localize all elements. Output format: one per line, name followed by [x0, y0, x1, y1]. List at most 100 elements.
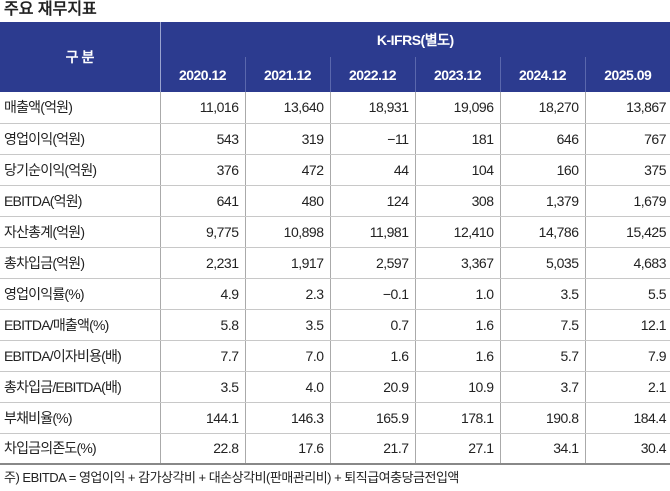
cell-value: 472	[245, 154, 331, 186]
cell-value: 646	[500, 123, 586, 155]
cell-value: 184.4	[585, 402, 670, 434]
cell-value: 0.7	[330, 309, 416, 341]
period-header: 2025.09	[585, 57, 670, 92]
cell-value: 30.4	[585, 433, 670, 465]
cell-value: 11,981	[330, 216, 416, 248]
cell-value: 4.9	[160, 278, 246, 310]
cell-value: 1.6	[415, 309, 501, 341]
cell-value: 18,931	[330, 92, 416, 124]
cell-value: 18,270	[500, 92, 586, 124]
cell-value: 10,898	[245, 216, 331, 248]
cell-value: 178.1	[415, 402, 501, 434]
cell-value: 190.8	[500, 402, 586, 434]
cell-value: 27.1	[415, 433, 501, 465]
cell-value: 17.6	[245, 433, 331, 465]
cell-value: 3.5	[160, 371, 246, 403]
row-label: 영업이익률(%)	[0, 278, 161, 310]
cell-value: 5,035	[500, 247, 586, 279]
cell-value: 124	[330, 185, 416, 217]
table-title: 주요 재무지표	[4, 1, 97, 18]
cell-value: 44	[330, 154, 416, 186]
cell-value: −0.1	[330, 278, 416, 310]
period-header: 2022.12	[330, 57, 416, 92]
cell-value: 1,679	[585, 185, 670, 217]
cell-value: 5.5	[585, 278, 670, 310]
table-row: 차입금의존도(%) 22.8 17.6 21.7 27.1 34.1 30.4	[0, 433, 670, 465]
cell-value: 4.0	[245, 371, 331, 403]
cell-value: 15,425	[585, 216, 670, 248]
cell-value: 3.5	[245, 309, 331, 341]
table-row: 총차입금(억원) 2,231 1,917 2,597 3,367 5,035 4,683	[0, 247, 670, 279]
group-header: K-IFRS(별도)	[160, 22, 670, 57]
cell-value: 12.1	[585, 309, 670, 341]
table-row: 매출액(억원) 11,016 13,640 18,931 19,096 18,270 13,…	[0, 92, 670, 124]
cell-value: 20.9	[330, 371, 416, 403]
cell-value: 308	[415, 185, 501, 217]
header-row-group: 구 분 K-IFRS(별도)	[0, 22, 670, 92]
period-header: 2020.12	[160, 57, 246, 92]
row-label: EBITDA/이자비용(배)	[0, 340, 161, 372]
cell-value: 1,917	[245, 247, 331, 279]
table-row: 자산총계(억원) 9,775 10,898 11,981 12,410 14,786 15,…	[0, 216, 670, 248]
cell-value: 3.5	[500, 278, 586, 310]
cell-value: −11	[330, 123, 416, 155]
cell-value: 4,683	[585, 247, 670, 279]
cell-value: 104	[415, 154, 501, 186]
cell-value: 543	[160, 123, 246, 155]
cell-value: 480	[245, 185, 331, 217]
row-label: 차입금의존도(%)	[0, 433, 161, 465]
cell-value: 641	[160, 185, 246, 217]
cell-value: 160	[500, 154, 586, 186]
cell-value: 376	[160, 154, 246, 186]
period-header: 2021.12	[245, 57, 331, 92]
table-body: 매출액(억원) 11,016 13,640 18,931 19,096 18,270 13,…	[0, 92, 670, 465]
table-row: 영업이익률(%) 4.9 2.3 −0.1 1.0 3.5 5.5	[0, 278, 670, 310]
cell-value: 144.1	[160, 402, 246, 434]
cell-value: 3.7	[500, 371, 586, 403]
cell-value: 1.6	[330, 340, 416, 372]
cell-value: 2,231	[160, 247, 246, 279]
cell-value: 375	[585, 154, 670, 186]
row-label: 총차입금(억원)	[0, 247, 161, 279]
table-row: 부채비율(%) 144.1 146.3 165.9 178.1 190.8 184.4	[0, 402, 670, 434]
cell-value: 5.7	[500, 340, 586, 372]
cell-value: 165.9	[330, 402, 416, 434]
cell-value: 319	[245, 123, 331, 155]
table-row: 당기순이익(억원) 376 472 44 104 160 375	[0, 154, 670, 186]
header-row-periods: 2020.12 2021.12 2022.12 2023.12 2024.12 2025.…	[0, 57, 670, 92]
cell-value: 9,775	[160, 216, 246, 248]
cell-value: 7.0	[245, 340, 331, 372]
cell-value: 1.0	[415, 278, 501, 310]
footnote: 주) EBITDA = 영업이익 + 감가상각비 + 대손상각비(판매관리비) …	[4, 470, 459, 485]
table-row: 총차입금/EBITDA(배) 3.5 4.0 20.9 10.9 3.7 2.1	[0, 371, 670, 403]
cell-value: 767	[585, 123, 670, 155]
cell-value: 19,096	[415, 92, 501, 124]
cell-value: 7.9	[585, 340, 670, 372]
table-row: 영업이익(억원) 543 319 −11 181 646 767	[0, 123, 670, 155]
row-label: 영업이익(억원)	[0, 123, 161, 155]
cell-value: 2,597	[330, 247, 416, 279]
cell-value: 34.1	[500, 433, 586, 465]
cell-value: 13,867	[585, 92, 670, 124]
table-row: EBITDA(억원) 641 480 124 308 1,379 1,679	[0, 185, 670, 217]
cell-value: 3,367	[415, 247, 501, 279]
row-label: 부채비율(%)	[0, 402, 161, 434]
cell-value: 12,410	[415, 216, 501, 248]
cell-value: 1,379	[500, 185, 586, 217]
table-row: EBITDA/이자비용(배) 7.7 7.0 1.6 1.6 5.7 7.9	[0, 340, 670, 372]
cell-value: 22.8	[160, 433, 246, 465]
row-label: EBITDA/매출액(%)	[0, 309, 161, 341]
row-label: 자산총계(억원)	[0, 216, 161, 248]
cell-value: 10.9	[415, 371, 501, 403]
financial-table: 구 분 K-IFRS(별도) 2020.12 2021.12 2022.12 2023…	[0, 22, 670, 465]
period-header: 2023.12	[415, 57, 501, 92]
table-row: EBITDA/매출액(%) 5.8 3.5 0.7 1.6 7.5 12.1	[0, 309, 670, 341]
cell-value: 21.7	[330, 433, 416, 465]
cell-value: 146.3	[245, 402, 331, 434]
row-label: 당기순이익(억원)	[0, 154, 161, 186]
cell-value: 7.5	[500, 309, 586, 341]
period-header: 2024.12	[500, 57, 586, 92]
cell-value: 2.3	[245, 278, 331, 310]
cell-value: 2.1	[585, 371, 670, 403]
cell-value: 1.6	[415, 340, 501, 372]
